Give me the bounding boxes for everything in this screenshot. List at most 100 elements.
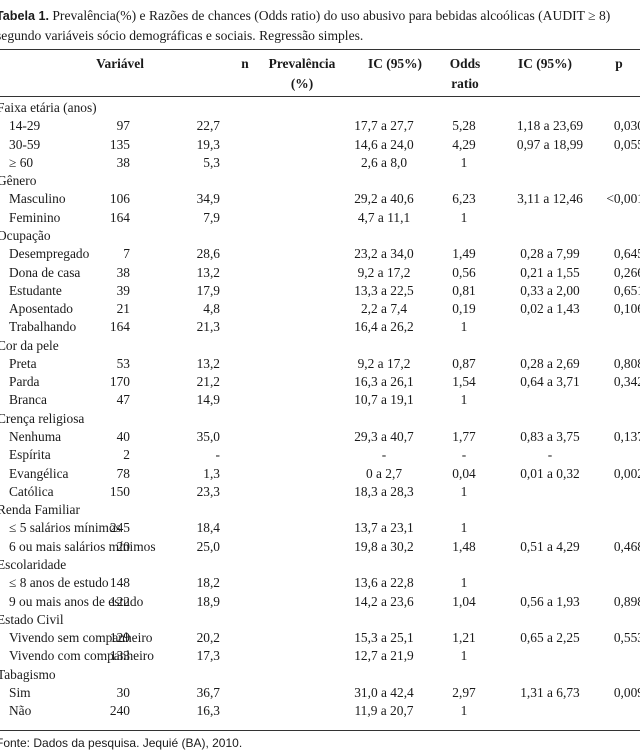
cell-prevalencia: 7,9 <box>203 209 220 225</box>
row-label: Católica <box>9 483 54 499</box>
row-label: Preta <box>9 355 37 371</box>
table-row: Nenhuma 40 35,0 29,3 a 40,7 1,77 0,83 a 3,75 0… <box>0 428 640 446</box>
table-row: ≤ 5 salários mínimos 245 18,4 13,7 a 23,1 1 <box>0 519 640 537</box>
cell-odds-ratio: 1 <box>460 392 468 408</box>
row-label: ≤ 5 salários mínimos <box>9 520 121 536</box>
cell-p: 0,468 <box>613 538 640 554</box>
table-group-row: Faixa etária (anos) <box>0 99 640 117</box>
cell-p: 0,808 <box>613 355 640 371</box>
table-row: Preta 53 13,2 9,2 a 17,2 0,87 0,28 a 2,69 0,80… <box>0 355 640 373</box>
header-odds-line2: ratio <box>451 76 479 91</box>
table-row: Estudante 39 17,9 13,3 a 22,5 0,81 0,33 a 2,0… <box>0 282 640 300</box>
cell-n: 20 <box>116 538 130 554</box>
cell-ic-prevalencia: 0 a 2,7 <box>365 465 403 481</box>
cell-p: 0,645 <box>613 246 640 262</box>
table-row: 14-29 97 22,7 17,7 a 27,7 5,28 1,18 a 23,69 0,… <box>0 117 640 135</box>
row-label: 30-59 <box>9 136 41 152</box>
table-group-row: Ocupação <box>0 227 640 245</box>
table-row: Branca 47 14,9 10,7 a 19,1 1 <box>0 391 640 409</box>
cell-ic-prevalencia: 15,3 a 25,1 <box>354 630 414 646</box>
cell-odds-ratio: 1,48 <box>452 538 476 554</box>
cell-n: 240 <box>109 703 130 719</box>
cell-ic-odds: 0,83 a 3,75 <box>520 429 580 445</box>
row-label: Masculino <box>9 191 66 207</box>
row-label: 9 ou mais anos de estudo <box>9 593 144 609</box>
cell-ic-prevalencia: 17,7 a 27,7 <box>354 118 414 134</box>
row-label: 14-29 <box>9 118 41 134</box>
cell-ic-odds: 0,64 a 3,71 <box>520 374 580 390</box>
cell-n: 40 <box>116 429 130 445</box>
cell-p: 0,342 <box>613 374 640 390</box>
cell-prevalencia: 21,3 <box>196 319 220 335</box>
header-prevalencia: Prevalência (%) <box>262 54 342 94</box>
cell-ic-prevalencia: 29,3 a 40,7 <box>354 429 414 445</box>
table-group-row: Gênero <box>0 172 640 190</box>
table-row: Católica 150 23,3 18,3 a 28,3 1 <box>0 483 640 501</box>
cell-ic-odds: 0,51 a 4,29 <box>520 538 580 554</box>
table-row: Parda 170 21,2 16,3 a 26,1 1,54 0,64 a 3,71 0,… <box>0 373 640 391</box>
cell-ic-prevalencia: 12,7 a 21,9 <box>354 648 414 664</box>
cell-ic-odds: 1,18 a 23,69 <box>516 118 584 134</box>
cell-p: 0,055 <box>613 136 640 152</box>
cell-ic-prevalencia: 10,7 a 19,1 <box>354 392 414 408</box>
table-caption-text: Prevalência(%) e Razões de chances (Odds… <box>0 8 611 43</box>
cell-ic-odds: 0,56 a 1,93 <box>520 593 580 609</box>
cell-p: 0,553 <box>613 630 640 646</box>
cell-n: 38 <box>116 264 130 280</box>
cell-p: 0,137 <box>613 429 640 445</box>
cell-odds-ratio: 1 <box>460 483 468 499</box>
header-n: n <box>241 56 249 71</box>
row-label: 6 ou mais salários mínimos <box>9 538 156 554</box>
cell-ic-prevalencia: 9,2 a 17,2 <box>357 355 411 371</box>
cell-ic-prevalencia: 18,3 a 28,3 <box>354 483 414 499</box>
table-row: Espírita 2 - - - - <box>0 446 640 464</box>
header-p: p <box>615 56 623 71</box>
row-label: Tabagismo <box>0 666 56 682</box>
cell-odds-ratio: 1 <box>460 209 468 225</box>
cell-ic-prevalencia: - <box>381 447 387 463</box>
cell-prevalencia: 22,7 <box>196 118 220 134</box>
cell-ic-odds: 0,33 a 2,00 <box>520 282 580 298</box>
cell-ic-prevalencia: 29,2 a 40,6 <box>354 191 414 207</box>
cell-ic-prevalencia: 2,2 a 7,4 <box>360 301 408 317</box>
cell-n: 133 <box>109 648 130 664</box>
cell-n: 129 <box>109 630 130 646</box>
row-label: Estudante <box>9 282 62 298</box>
cell-ic-prevalencia: 13,3 a 22,5 <box>354 282 414 298</box>
cell-prevalencia: 34,9 <box>196 191 220 207</box>
cell-p: 0,651 <box>613 282 640 298</box>
cell-prevalencia: 25,0 <box>196 538 220 554</box>
header-odds-line1: Odds <box>449 56 481 71</box>
cell-ic-odds: 0,01 a 0,32 <box>520 465 580 481</box>
row-label: Gênero <box>0 173 37 189</box>
cell-odds-ratio: 0,04 <box>452 465 476 481</box>
cell-prevalencia: 1,3 <box>203 465 220 481</box>
row-label: Nenhuma <box>9 429 62 445</box>
table-row: Aposentado 21 4,8 2,2 a 7,4 0,19 0,02 a 1,43 0… <box>0 300 640 318</box>
cell-n: 150 <box>109 483 130 499</box>
table-caption: Tabela 1. Prevalência(%) e Razões de cha… <box>0 6 640 46</box>
cell-prevalencia: 13,2 <box>196 355 220 371</box>
cell-n: 148 <box>109 575 130 591</box>
row-label: Não <box>9 703 32 719</box>
cell-ic-odds: 3,11 a 12,46 <box>517 191 583 207</box>
cell-prevalencia: 19,3 <box>196 136 220 152</box>
cell-odds-ratio: 1 <box>460 520 468 536</box>
table-row: Vivendo com companheiro 133 17,3 12,7 a 21,… <box>0 647 640 665</box>
cell-prevalencia: 16,3 <box>196 703 220 719</box>
cell-n: 47 <box>116 392 130 408</box>
cell-ic-prevalencia: 4,7 a 11,1 <box>357 209 411 225</box>
cell-n: 2 <box>123 447 130 463</box>
table-row: Trabalhando 164 21,3 16,4 a 26,2 1 <box>0 318 640 336</box>
table-group-row: Estado Civil <box>0 611 640 629</box>
cell-p: 0,266 <box>613 264 640 280</box>
table-row: Masculino 106 34,9 29,2 a 40,6 6,23 3,11 a 12… <box>0 190 640 208</box>
row-label: Crença religiosa <box>0 410 85 426</box>
cell-odds-ratio: 1,21 <box>452 630 476 646</box>
table-row: Desempregado 7 28,6 23,2 a 34,0 1,49 0,28 a 7… <box>0 245 640 263</box>
cell-prevalencia: 5,3 <box>203 154 220 170</box>
table-group-row: Crença religiosa <box>0 410 640 428</box>
cell-odds-ratio: - <box>461 447 467 463</box>
cell-ic-odds: 0,65 a 2,25 <box>520 630 580 646</box>
table-row: Sim 30 36,7 31,0 a 42,4 2,97 1,31 a 6,73 0,009 <box>0 684 640 702</box>
